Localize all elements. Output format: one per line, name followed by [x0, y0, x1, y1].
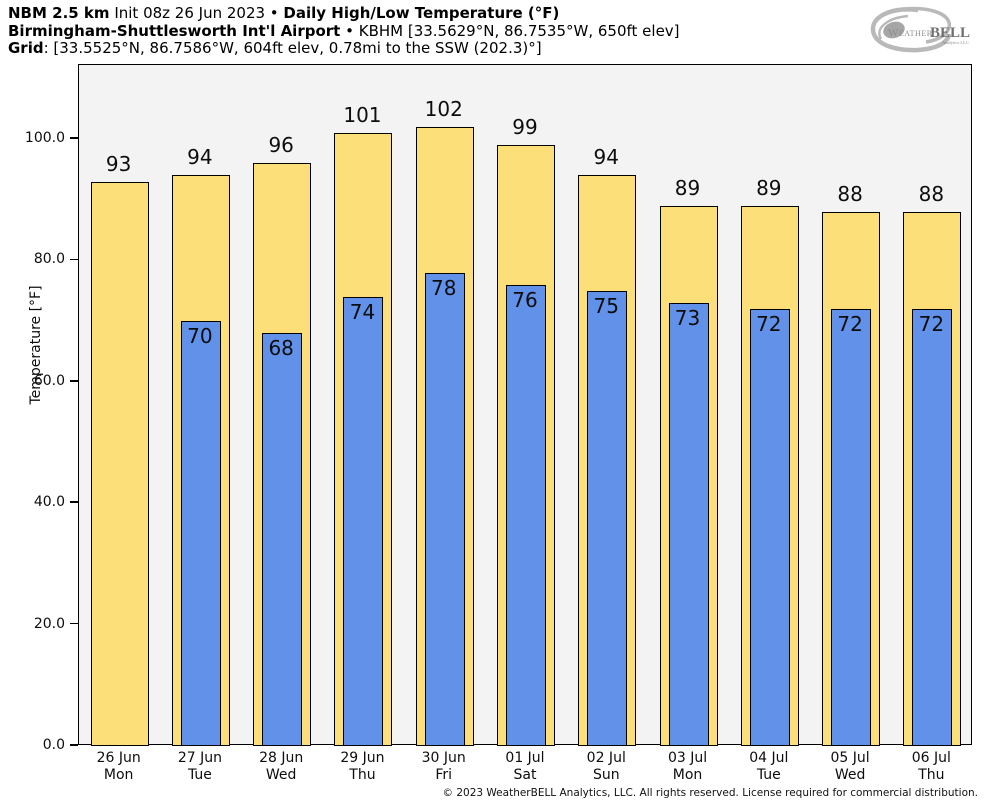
- logo-text-analytics: Analytics LLC: [942, 40, 969, 45]
- x-tick-label: 27 Jun Tue: [159, 750, 240, 784]
- chart-type-title: Daily High/Low Temperature (°F): [283, 4, 560, 22]
- x-tick-label: 04 Jul Tue: [728, 750, 809, 784]
- chart-title-block: NBM 2.5 km Init 08z 26 Jun 2023 • Daily …: [8, 4, 680, 58]
- x-tick-date: 05 Jul: [830, 750, 870, 766]
- grid-label: Grid: [8, 39, 44, 57]
- high-value-label: 89: [756, 175, 782, 200]
- init-time: Init 08z 26 Jun 2023 •: [109, 4, 284, 22]
- grid-coords: : [33.5525°N, 86.7586°W, 604ft elev, 0.7…: [43, 39, 542, 57]
- x-tick-date: 01 Jul: [505, 750, 545, 766]
- low-bar: [912, 308, 953, 746]
- high-value-label: 88: [918, 181, 945, 206]
- y-tick-mark: [70, 137, 78, 139]
- model-name: NBM 2.5 km: [8, 4, 110, 22]
- y-tick-mark: [70, 258, 78, 261]
- x-tick-label: 29 Jun Thu: [322, 750, 403, 784]
- low-bar: [506, 284, 546, 746]
- low-value-label: 74: [349, 299, 376, 324]
- x-tick-date: 04 Jul: [749, 750, 789, 766]
- low-value-label: 78: [430, 275, 457, 300]
- y-tick-label: 40.0: [33, 494, 65, 511]
- high-value-label: 96: [268, 133, 294, 158]
- y-tick-mark: [70, 380, 78, 382]
- low-bar: [749, 308, 790, 746]
- copyright-notice: © 2023 WeatherBELL Analytics, LLC. All r…: [442, 787, 978, 799]
- low-value-label: 70: [187, 324, 213, 349]
- y-tick-label: 80.0: [33, 251, 65, 268]
- low-bar: [180, 321, 221, 746]
- low-bar: [424, 272, 465, 746]
- x-tick-date: 26 Jun: [96, 750, 141, 766]
- x-tick-day: Thu: [918, 767, 945, 783]
- x-tick-label: 30 Jun Fri: [403, 750, 484, 784]
- high-value-label: 88: [837, 181, 863, 206]
- x-tick-day: Mon: [672, 767, 703, 783]
- y-tick-mark: [70, 744, 78, 746]
- low-value-label: 73: [674, 305, 701, 330]
- plot-area: [78, 64, 972, 746]
- hurricane-swirl-icon: [870, 6, 952, 53]
- x-tick-date: 06 Jul: [911, 750, 951, 766]
- x-tick-date: 29 Jun: [340, 750, 385, 766]
- x-tick-date: 28 Jun: [259, 750, 304, 766]
- y-tick-label: 20.0: [33, 615, 65, 632]
- x-tick-label: 05 Jul Wed: [809, 750, 890, 784]
- x-tick-day: Wed: [834, 767, 866, 783]
- x-tick-date: 27 Jun: [177, 750, 222, 766]
- x-tick-label: 01 Jul Sat: [484, 750, 565, 784]
- x-tick-date: 02 Jul: [586, 750, 626, 766]
- high-value-label: 94: [593, 145, 619, 170]
- x-tick-label: 02 Jul Sun: [566, 750, 647, 784]
- title-line-2: Birmingham-Shuttlesworth Int'l Airport •…: [8, 21, 680, 41]
- x-tick-label: 03 Jul Mon: [647, 750, 728, 784]
- low-value-label: 72: [756, 311, 782, 336]
- y-tick-mark: [70, 501, 78, 503]
- title-line-3: Grid: [33.5525°N, 86.7586°W, 604ft elev,…: [8, 39, 680, 58]
- swirl-eye: [883, 21, 905, 39]
- title-line-1: NBM 2.5 km Init 08z 26 Jun 2023 • Daily …: [8, 4, 680, 23]
- low-value-label: 72: [837, 311, 863, 336]
- low-bar: [262, 333, 303, 746]
- x-tick-day: Fri: [435, 767, 453, 783]
- weatherbell-logo: Weather BELL Analytics LLC: [870, 6, 970, 53]
- low-bar: [831, 308, 872, 746]
- x-tick-label: 06 Jul Thu: [891, 750, 972, 784]
- x-tick-day: Wed: [265, 767, 297, 783]
- y-tick-label: 100.0: [24, 130, 65, 147]
- low-value-label: 72: [918, 311, 945, 336]
- x-tick-day: Mon: [103, 767, 134, 783]
- x-tick-label: 26 Jun Mon: [78, 750, 159, 784]
- x-tick-day: Tue: [187, 767, 212, 783]
- high-value-label: 102: [424, 96, 463, 121]
- x-tick-date: 03 Jul: [667, 750, 708, 766]
- x-tick-date: 30 Jun: [421, 750, 466, 766]
- x-tick-day: Sun: [592, 767, 620, 783]
- high-bar: [90, 181, 149, 746]
- low-value-label: 75: [593, 293, 619, 318]
- logo-text-weather: Weather: [888, 27, 933, 39]
- low-bar: [587, 290, 628, 746]
- low-bar: [668, 302, 709, 746]
- high-value-label: 89: [674, 175, 701, 200]
- x-tick-label: 28 Jun Wed: [241, 750, 322, 784]
- high-value-label: 94: [187, 145, 213, 170]
- high-value-label: 99: [512, 115, 538, 140]
- x-tick-day: Sat: [513, 767, 537, 783]
- station-coords: • KBHM [33.5629°N, 86.7535°W, 650ft elev…: [340, 21, 680, 40]
- low-value-label: 68: [268, 336, 294, 361]
- low-value-label: 76: [512, 287, 538, 312]
- x-tick-day: Thu: [349, 767, 376, 783]
- logo-text-bell: BELL: [930, 25, 970, 41]
- y-tick-label: 0.0: [42, 737, 65, 753]
- y-tick-label: 60.0: [33, 372, 65, 389]
- station-name: Birmingham-Shuttlesworth Int'l Airport: [8, 21, 341, 40]
- high-value-label: 93: [105, 151, 132, 176]
- x-tick-day: Tue: [756, 767, 781, 783]
- high-value-label: 101: [343, 102, 382, 127]
- low-bar: [343, 296, 384, 746]
- y-tick-mark: [70, 622, 78, 625]
